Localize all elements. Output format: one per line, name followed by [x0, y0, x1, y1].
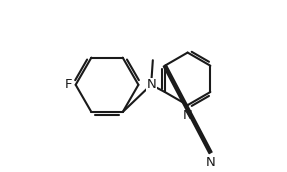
Text: N: N: [205, 156, 215, 169]
Text: N: N: [146, 78, 156, 91]
Text: F: F: [65, 78, 73, 91]
Text: N: N: [183, 109, 193, 122]
